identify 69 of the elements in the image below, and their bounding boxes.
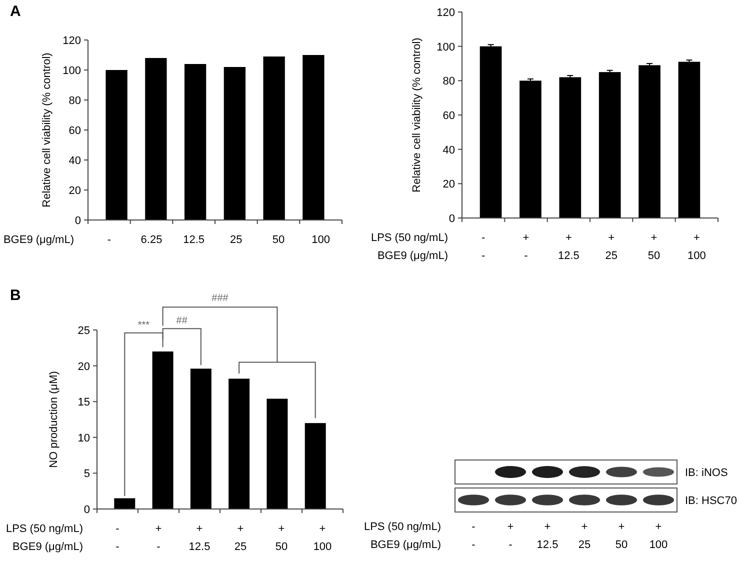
bar bbox=[224, 67, 246, 220]
bar bbox=[106, 70, 128, 220]
y-tick-label: 120 bbox=[62, 35, 81, 47]
bar bbox=[480, 46, 502, 218]
text: B bbox=[10, 287, 21, 304]
bar bbox=[598, 72, 621, 218]
x-tick-label: - - bbox=[116, 523, 120, 553]
bar bbox=[263, 56, 285, 220]
x-tick-label: + 100 bbox=[687, 232, 706, 262]
y-tick-label: 0 bbox=[74, 215, 81, 227]
y-tick-label: 20 bbox=[442, 178, 455, 191]
bar bbox=[114, 498, 136, 509]
bar bbox=[520, 80, 542, 218]
y-tick-label: 80 bbox=[68, 95, 81, 107]
x-tick-label: 6.25 bbox=[140, 234, 162, 246]
bar bbox=[184, 64, 206, 220]
y-axis-title: Relative cell viability (% control) bbox=[41, 52, 53, 208]
y-tick-label: 25 bbox=[78, 325, 90, 337]
y-tick-label: 100 bbox=[62, 65, 81, 77]
y-tick-label: 10 bbox=[78, 432, 90, 444]
x-tick-label: 12.5 bbox=[183, 234, 205, 246]
y-tick-label: 60 bbox=[442, 110, 455, 122]
text: ## bbox=[176, 316, 188, 327]
bar bbox=[228, 378, 250, 509]
x-axis-title: BGE9 (μg/mL) bbox=[3, 234, 74, 246]
bar bbox=[302, 55, 324, 220]
y-tick-label: 80 bbox=[442, 76, 455, 88]
x-tick-label: + - bbox=[155, 523, 162, 553]
x-tick-label: + 25 bbox=[234, 523, 247, 553]
x-tick-label: + 25 bbox=[605, 232, 618, 262]
x-tick-label: + 50 bbox=[648, 232, 660, 262]
annotation: *** bbox=[138, 320, 150, 331]
x-tick-label: + 12.5 bbox=[188, 523, 210, 553]
y-tick-label: 60 bbox=[68, 125, 81, 137]
bar bbox=[190, 368, 212, 509]
x-tick-label: + 50 bbox=[275, 523, 288, 553]
x-tick-label: - - bbox=[481, 232, 486, 262]
y-tick-label: 40 bbox=[442, 144, 455, 156]
y-tick-label: 5 bbox=[84, 468, 90, 480]
x-tick-label: + 12.5 bbox=[558, 232, 580, 262]
x-tick-label: + 100 bbox=[313, 523, 332, 553]
x-tick-label: 50 bbox=[272, 234, 285, 246]
text: IB: iNOS bbox=[685, 467, 728, 479]
text: LPS (50 ng/mL) BGE9 (μg/mL) bbox=[364, 521, 441, 551]
bar bbox=[266, 398, 288, 509]
y-tick-label: 100 bbox=[436, 41, 455, 54]
x-axis-title: LPS (50 ng/mL) BGE9 (μg/mL) bbox=[6, 523, 83, 553]
x-tick-label: 25 bbox=[230, 234, 242, 246]
x-tick-label: 100 bbox=[312, 234, 330, 246]
y-tick-label: 0 bbox=[84, 504, 90, 516]
y-tick-label: 40 bbox=[68, 155, 81, 167]
bar bbox=[559, 77, 582, 218]
bar bbox=[678, 62, 700, 218]
y-axis-title: Relative cell viability (% control) bbox=[411, 38, 423, 192]
bar bbox=[304, 423, 326, 509]
y-tick-label: 0 bbox=[448, 213, 455, 225]
x-axis-title: LPS (50 ng/mL) BGE9 (μg/mL) bbox=[370, 232, 448, 262]
text: IB: HSC70 bbox=[685, 495, 737, 507]
x-tick-label: - bbox=[107, 234, 112, 246]
text: A bbox=[10, 3, 21, 20]
y-tick-label: 120 bbox=[436, 7, 455, 19]
y-tick-label: 20 bbox=[68, 185, 81, 197]
bar bbox=[638, 65, 660, 218]
y-axis-title: NO production (μM) bbox=[48, 371, 60, 468]
bar bbox=[145, 58, 167, 220]
text: ### bbox=[212, 293, 229, 304]
y-tick-label: 15 bbox=[78, 396, 90, 409]
x-tick-label: + - bbox=[522, 232, 530, 262]
y-tick-label: 20 bbox=[78, 360, 90, 373]
